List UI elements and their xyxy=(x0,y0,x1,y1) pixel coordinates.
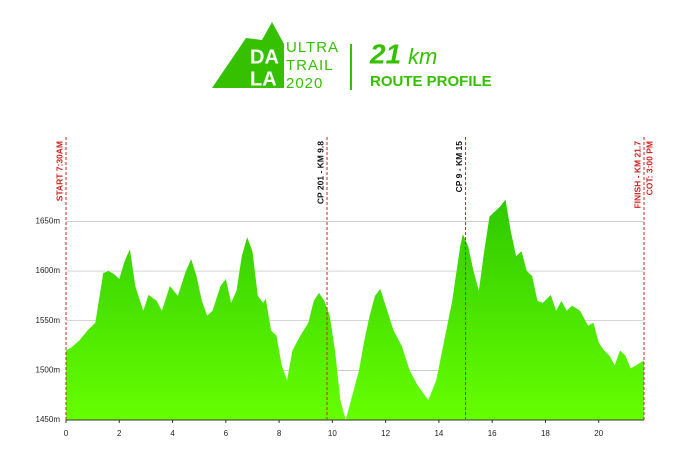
x-tick-label: 20 xyxy=(594,429,603,438)
logo-word: TRAIL xyxy=(286,57,334,74)
x-tick-label: 0 xyxy=(64,429,69,438)
annotation-label: COT: 3:00 PM xyxy=(644,141,654,195)
logo-mountain xyxy=(212,22,284,88)
x-tick-label: 16 xyxy=(488,429,497,438)
annotation-label: FINISH - KM 21.7 xyxy=(632,141,642,209)
x-tick-label: 18 xyxy=(541,429,550,438)
x-tick-label: 2 xyxy=(117,429,122,438)
elevation-area xyxy=(66,199,644,420)
logo-letters: LA xyxy=(250,68,277,90)
subtitle: ROUTE PROFILE xyxy=(370,73,492,90)
annotation-label: START 7:30AM xyxy=(54,141,64,201)
annotation-label: CP 201 - KM 9.8 xyxy=(315,141,325,204)
distance-unit: km xyxy=(408,44,437,69)
x-tick-label: 4 xyxy=(170,429,175,438)
logo-word: 2020 xyxy=(286,75,323,92)
logo-letters: DA xyxy=(250,46,279,68)
y-tick-label: 1450m xyxy=(36,415,61,424)
logo-word: ULTRA xyxy=(286,39,339,56)
x-tick-label: 8 xyxy=(277,429,282,438)
distance: 21 xyxy=(369,38,401,69)
x-tick-label: 6 xyxy=(224,429,229,438)
x-tick-label: 14 xyxy=(434,429,443,438)
y-tick-label: 1500m xyxy=(36,365,61,374)
y-tick-label: 1650m xyxy=(36,217,61,226)
logo: DA LA ULTRA TRAIL 2020 21 km ROUTE PROFI… xyxy=(212,22,492,92)
x-tick-label: 12 xyxy=(381,429,390,438)
annotation-label: CP 9 - KM 15 xyxy=(454,141,464,193)
y-tick-label: 1600m xyxy=(36,266,61,275)
y-tick-label: 1550m xyxy=(36,316,61,325)
x-tick-label: 10 xyxy=(328,429,337,438)
